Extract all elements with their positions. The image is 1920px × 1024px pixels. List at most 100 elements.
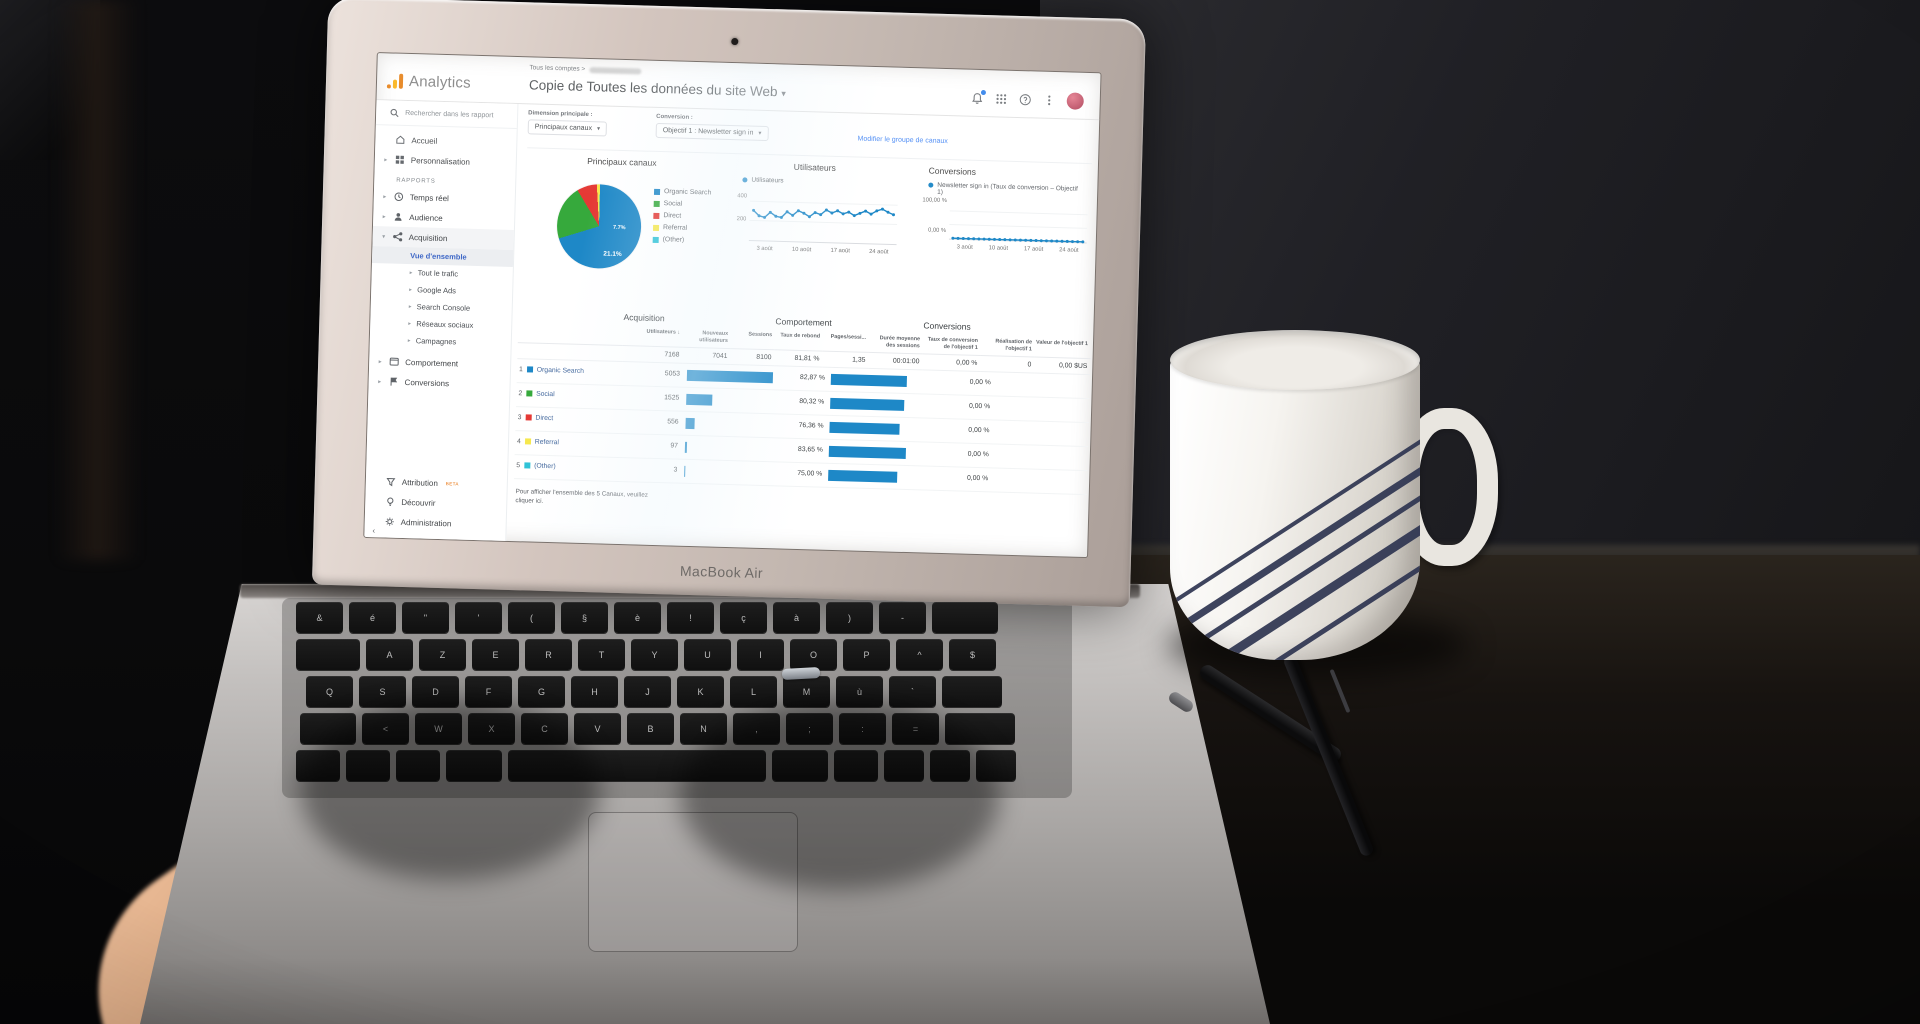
acquisition-icon xyxy=(393,232,403,242)
sidebar-item-label: Administration xyxy=(400,517,452,528)
users-bar xyxy=(686,369,774,383)
column-header[interactable]: Taux de conversion de l'objectif 1 xyxy=(922,334,982,356)
background-edge xyxy=(55,0,140,560)
sidebar-item-admin[interactable]: Administration xyxy=(364,511,507,535)
keyboard-key: ! xyxy=(667,602,714,633)
sidebar-item-campaigns[interactable]: ▸ Campagnes xyxy=(370,331,511,352)
total-conv-rate: 0,00 % xyxy=(922,353,981,372)
bounce-value: 80,32 % xyxy=(799,397,825,406)
hand-shadow xyxy=(680,700,1000,890)
collapse-caret: ▾ xyxy=(382,233,386,240)
legend-item: (Other) xyxy=(652,236,710,245)
bounce-bar xyxy=(829,421,900,435)
column-header[interactable]: Pages/sessi... xyxy=(822,331,870,353)
users-bar xyxy=(684,441,688,453)
sidebar-item-label: Google Ads xyxy=(417,285,457,296)
channel-swatch xyxy=(526,390,533,397)
table-footer-note[interactable]: Pour afficher l'ensemble des 5 Canaux, v… xyxy=(515,487,649,505)
x-tick: 3 août xyxy=(956,244,973,251)
more-vertical-icon[interactable] xyxy=(1043,94,1056,107)
expand-caret: ▸ xyxy=(382,213,386,220)
sidebar-item-conversions[interactable]: ▸ Conversions xyxy=(368,371,510,395)
users-value: 1525 xyxy=(664,393,680,402)
legend-item: Social xyxy=(653,200,711,209)
keyboard-key: A xyxy=(366,639,413,670)
expand-caret: ▸ xyxy=(409,269,413,276)
legend-swatch xyxy=(653,188,661,195)
keyboard-key: ) xyxy=(826,602,873,633)
column-header[interactable]: Sessions xyxy=(730,329,776,350)
chevron-down-icon: ▾ xyxy=(781,88,786,99)
edit-channel-group-link[interactable]: Modifier le groupe de canaux xyxy=(857,135,948,146)
legend-label: Social xyxy=(663,200,683,208)
keyboard-key: à xyxy=(773,602,820,633)
channel-link[interactable]: Direct xyxy=(535,414,554,422)
legend-swatch xyxy=(653,200,660,207)
x-tick: 17 août xyxy=(1023,246,1044,253)
total-bounce: 81,81 % xyxy=(774,349,823,368)
breadcrumb[interactable]: Tous les comptes > xyxy=(529,64,642,74)
column-header[interactable]: Durée moyenne des sessions xyxy=(868,332,924,354)
column-header[interactable]: Réalisation de l'objectif 1 xyxy=(980,336,1036,358)
home-icon xyxy=(395,135,405,145)
channel-link[interactable]: (Other) xyxy=(534,462,556,470)
keyboard-key: " xyxy=(402,602,449,633)
conversion-dropdown[interactable]: Objectif 1 : Newsletter sign in ▾ xyxy=(655,122,769,142)
sidebar-bottom-group: Attribution BETA Découvrir Administratio… xyxy=(364,471,508,535)
keyboard-key: - xyxy=(879,602,926,633)
conversion-value: 0,00 % xyxy=(968,402,991,410)
gear-icon xyxy=(385,516,395,526)
legend-dot-icon xyxy=(742,177,748,183)
header-actions xyxy=(971,89,1084,110)
clock-icon xyxy=(394,192,404,202)
legend-swatch xyxy=(652,224,660,231)
dimension-dropdown[interactable]: Principaux canaux ▾ xyxy=(527,119,608,137)
bounce-value: 75,00 % xyxy=(797,469,823,478)
sidebar-item-label: Audience xyxy=(409,212,443,223)
apps-grid-icon[interactable] xyxy=(995,92,1008,105)
users-value: 5053 xyxy=(664,369,681,378)
x-tick: 24 août xyxy=(1059,247,1079,254)
property-selector[interactable]: Copie de Toutes les données du site Web … xyxy=(529,77,786,99)
help-icon[interactable] xyxy=(1019,93,1032,106)
bounce-value: 82,87 % xyxy=(799,373,826,382)
expand-caret: ▸ xyxy=(383,193,387,200)
notifications-icon[interactable] xyxy=(971,89,987,105)
column-header[interactable]: Nouveaux utilisateurs xyxy=(682,327,732,349)
sidebar-item-label: Personnalisation xyxy=(410,155,471,167)
report-search[interactable] xyxy=(375,100,518,130)
row-rank: 4 xyxy=(516,437,521,445)
channel-link[interactable]: Organic Search xyxy=(536,366,585,375)
coffee-mug xyxy=(1170,358,1420,660)
sidebar-collapse-chevron[interactable]: ‹ xyxy=(372,526,376,536)
keyboard-key xyxy=(932,602,998,633)
sidebar-item-label: Search Console xyxy=(416,302,471,313)
beta-badge: BETA xyxy=(445,480,459,487)
users-title: Utilisateurs xyxy=(793,161,836,173)
chevron-down-icon: ▾ xyxy=(758,130,762,137)
account-avatar[interactable] xyxy=(1066,92,1084,110)
keyboard-key xyxy=(942,676,1002,707)
analytics-logo[interactable]: Analytics xyxy=(386,69,508,94)
webcam xyxy=(731,37,739,46)
column-header[interactable]: Utilisateurs ↓ xyxy=(622,326,684,348)
keyboard-key: R xyxy=(525,639,572,670)
column-header[interactable]: Taux de rebond xyxy=(774,330,824,352)
expand-caret: ▸ xyxy=(378,358,382,365)
conversions-legend: Newsletter sign in (Taux de conversion –… xyxy=(928,182,1078,200)
y-tick: 200 xyxy=(736,216,747,223)
x-tick: 17 août xyxy=(830,247,850,255)
channel-link[interactable]: Referral xyxy=(534,438,560,446)
search-input[interactable] xyxy=(405,109,506,120)
row-rank: 1 xyxy=(518,365,523,373)
y-tick: 100,00 % xyxy=(922,197,947,205)
search-icon xyxy=(390,108,399,118)
main-content: Dimension principale : Principaux canaux… xyxy=(506,104,1101,558)
keyboard-key: B xyxy=(627,713,674,744)
pie-legend: Organic Search Social Direct Referral (O… xyxy=(652,188,711,250)
column-header[interactable]: Valeur de l'objectif 1 xyxy=(1034,337,1092,359)
channel-link[interactable]: Social xyxy=(536,390,555,398)
legend-item: Direct xyxy=(653,212,710,221)
users-legend-label: Utilisateurs xyxy=(751,176,784,185)
chevron-down-icon: ▾ xyxy=(596,126,601,133)
